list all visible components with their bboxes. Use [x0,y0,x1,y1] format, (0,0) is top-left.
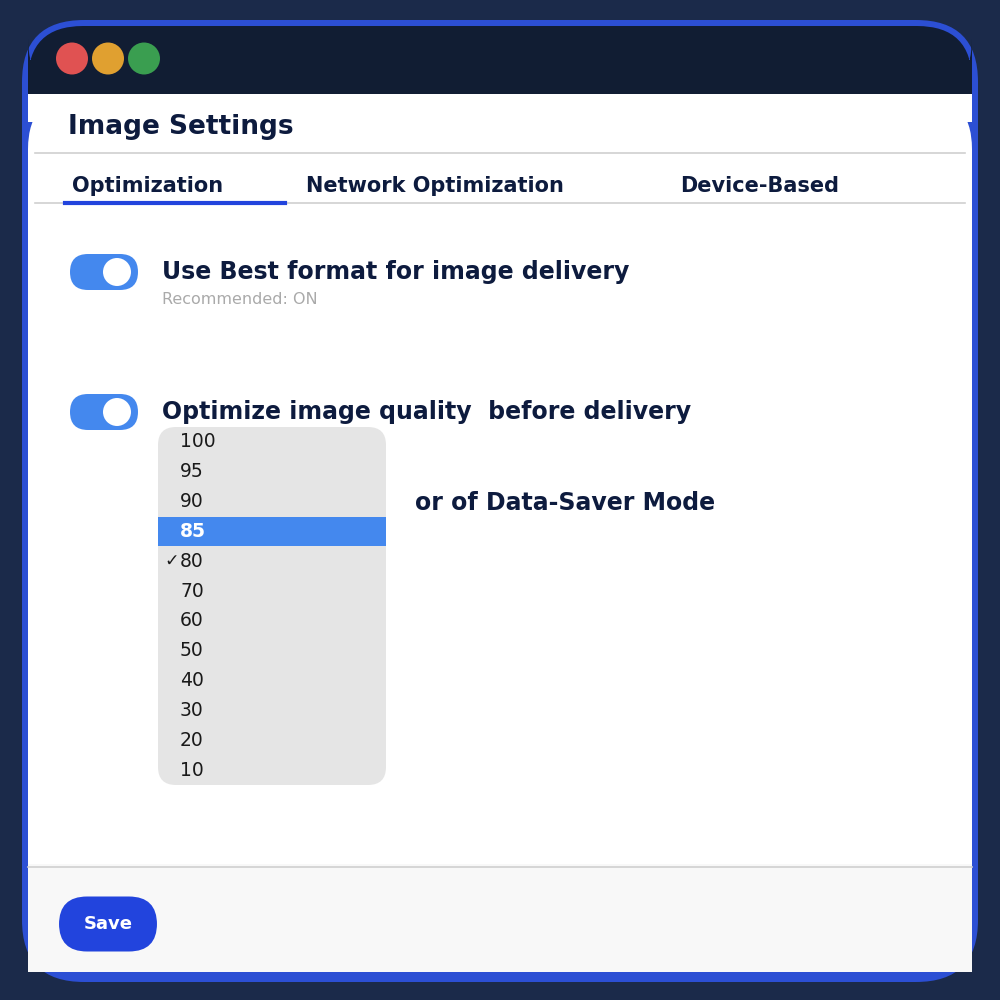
Text: 60: 60 [180,611,204,630]
FancyBboxPatch shape [28,26,972,94]
Circle shape [103,258,131,286]
Circle shape [103,398,131,426]
Text: 100: 100 [180,432,216,451]
Text: 40: 40 [180,671,204,690]
Text: 20: 20 [180,731,204,750]
Text: 80: 80 [180,552,204,571]
Text: Recommended: ON: Recommended: ON [162,292,318,308]
Text: Image Settings: Image Settings [68,114,294,140]
Text: 70: 70 [180,582,204,601]
Text: 10: 10 [180,761,204,780]
Text: Use Best format for image delivery: Use Best format for image delivery [162,260,629,284]
Text: Optimization: Optimization [72,176,224,196]
Text: Device-Based: Device-Based [680,176,840,196]
Text: 90: 90 [180,492,204,511]
FancyBboxPatch shape [70,254,138,290]
Text: Optimize image quality  before delivery: Optimize image quality before delivery [162,400,691,424]
Circle shape [92,42,124,75]
Text: Save: Save [84,915,132,933]
Text: 85: 85 [180,522,206,541]
Text: 30: 30 [180,701,204,720]
Text: Network Optimization: Network Optimization [306,176,564,196]
Text: 95: 95 [180,462,204,481]
Circle shape [128,42,160,75]
FancyBboxPatch shape [59,896,157,952]
FancyBboxPatch shape [158,427,386,785]
Text: ✓: ✓ [164,552,178,570]
FancyBboxPatch shape [28,864,972,972]
Text: or of Data-Saver Mode: or of Data-Saver Mode [415,491,715,515]
Bar [28,864,972,972]
FancyBboxPatch shape [22,20,978,982]
Text: 50: 50 [180,641,204,660]
Bar [28,60,972,94]
FancyBboxPatch shape [28,94,972,972]
Bar [158,517,386,546]
Bar [28,94,972,122]
Circle shape [56,42,88,75]
FancyBboxPatch shape [70,394,138,430]
